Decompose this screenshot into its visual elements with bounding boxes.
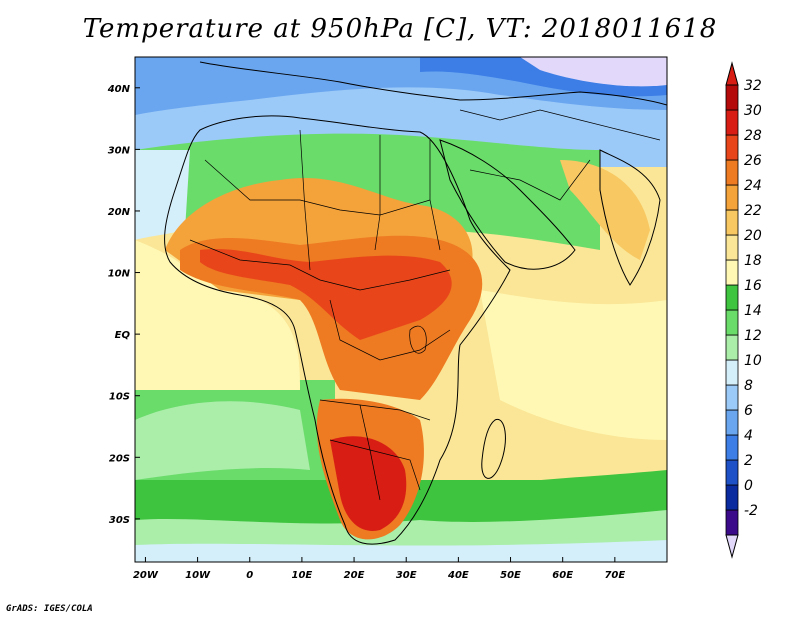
map-title: Temperature at 950hPa [C], VT: 201801161… — [82, 14, 718, 44]
field-arabia-warm — [560, 160, 650, 260]
europe-coastline — [199, 61, 667, 106]
border-sahara-c — [374, 135, 381, 251]
y-axis-ticks: 40N 30N 20N 10N EQ 10S 20S 30S — [107, 84, 140, 526]
border-south-a — [319, 399, 431, 421]
y-tick-label: 20S — [109, 453, 130, 464]
x-tick-label: 0 — [246, 570, 253, 581]
colorbar-swatch — [725, 459, 739, 486]
y-tick-label: 30S — [109, 515, 130, 526]
colorbar-label: 30 — [744, 103, 762, 119]
arabia-coastline — [439, 139, 576, 270]
border-great-lakes — [409, 325, 427, 354]
colorbar-label: 14 — [744, 303, 762, 319]
colorbar-swatch — [725, 259, 739, 286]
colorbar-label: 6 — [744, 403, 753, 419]
y-tick-label: EQ — [115, 330, 131, 341]
x-tick-label: 50E — [500, 570, 521, 581]
colorbar-label: 4 — [744, 428, 753, 444]
colorbar-label: 28 — [744, 128, 762, 144]
colorbar-swatch — [725, 484, 739, 511]
y-tick-label: 20N — [108, 207, 131, 218]
colorbar-swatch — [725, 159, 739, 186]
colorbar-label: 16 — [744, 278, 762, 294]
field-tropical-pale — [135, 240, 300, 390]
colorbar-label: 18 — [744, 253, 762, 269]
india-coastline — [599, 149, 661, 286]
colorbar-swatch — [725, 359, 739, 386]
field-south-core — [330, 436, 407, 531]
colorbar-swatch — [725, 509, 739, 536]
x-tick-label: 20W — [133, 570, 159, 581]
x-tick-label: 70E — [604, 570, 625, 581]
colorbar-label: -2 — [744, 503, 758, 519]
border-west-africa — [189, 239, 451, 291]
colorbar-swatch — [725, 284, 739, 311]
colorbar-swatch — [725, 109, 739, 136]
temperature-field — [135, 57, 667, 562]
colorbar-label: 20 — [744, 228, 762, 244]
colorbar-swatch — [725, 384, 739, 411]
colorbar-top-arrow — [725, 61, 739, 86]
colorbar-bottom-arrow — [725, 534, 739, 559]
field-south-tip-cold — [135, 540, 667, 562]
colorbar-label: 22 — [744, 203, 762, 219]
border-sahara-a — [204, 159, 431, 216]
colorbar-label: 10 — [744, 353, 762, 369]
grads-credit: GrADS: IGES/COLA — [6, 604, 93, 614]
colorbar-label: 12 — [744, 328, 762, 344]
colorbar-label: 32 — [744, 78, 762, 94]
colorbar-swatch — [725, 84, 739, 111]
border-arabia-a — [469, 159, 591, 201]
x-tick-label: 10W — [185, 570, 211, 581]
x-tick-label: 30E — [396, 570, 417, 581]
colorbar-label: 2 — [744, 453, 753, 469]
x-tick-label: 40E — [447, 570, 469, 581]
colorbar-label: 8 — [744, 378, 753, 394]
field-central-core — [200, 248, 452, 340]
border-south-b — [329, 439, 421, 491]
colorbar-swatch — [725, 184, 739, 211]
y-tick-label: 40N — [107, 84, 131, 95]
map-frame — [134, 56, 668, 563]
y-tick-label: 10N — [108, 269, 131, 280]
colorbar-swatch — [725, 409, 739, 436]
colorbar-swatch — [725, 234, 739, 261]
x-axis-ticks: 20W 10W 0 10E 20E 30E 40E 50E 60E 70E — [133, 557, 625, 581]
y-tick-label: 30N — [108, 145, 131, 156]
colorbar-swatch — [725, 334, 739, 361]
x-tick-label: 20E — [344, 570, 365, 581]
country-borders — [189, 109, 661, 501]
colorbar-swatch — [725, 309, 739, 336]
border-south-c — [359, 404, 381, 501]
field-atlantic-cool — [135, 150, 190, 240]
y-tick-label: 10S — [109, 392, 130, 403]
x-tick-label: 10E — [292, 570, 313, 581]
colorbar-swatch — [725, 209, 739, 236]
africa-coastline — [164, 115, 511, 545]
field-indian-ocean-green — [420, 470, 667, 522]
field-indian-pale — [480, 290, 667, 440]
colorbar-label: 0 — [744, 478, 753, 494]
field-south-ocean-light — [135, 401, 310, 480]
colorbar-label: 26 — [744, 153, 762, 169]
border-sahara-b — [299, 129, 311, 271]
border-middle-east — [459, 109, 661, 141]
border-sahara-d — [429, 140, 441, 251]
madagascar-coastline — [481, 418, 506, 479]
colorbar-swatch — [725, 134, 739, 161]
colorbar-swatch — [725, 434, 739, 461]
coastlines — [164, 61, 667, 545]
border-central — [329, 299, 451, 361]
x-tick-label: 60E — [552, 570, 573, 581]
field-cold-corner — [520, 57, 667, 87]
colorbar-label: 24 — [744, 178, 762, 194]
